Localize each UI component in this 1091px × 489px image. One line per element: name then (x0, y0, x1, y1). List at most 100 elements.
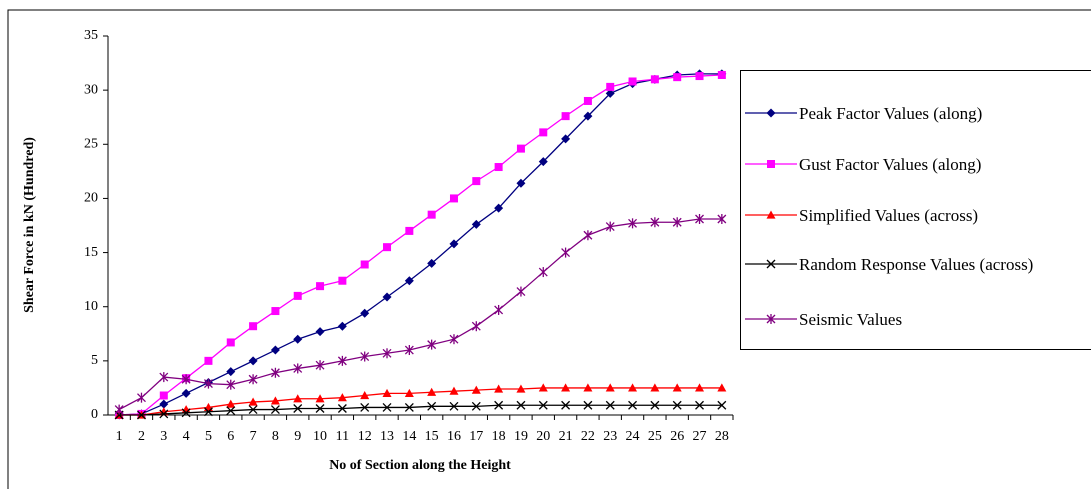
marker (695, 383, 705, 392)
marker (159, 372, 169, 383)
x-tick-label: 23 (603, 429, 617, 444)
marker (427, 387, 437, 396)
marker (583, 383, 593, 392)
x-tick-label: 16 (447, 429, 461, 444)
marker (404, 345, 414, 356)
marker (650, 75, 659, 84)
legend-swatch (745, 210, 797, 219)
marker (471, 385, 481, 394)
marker (717, 383, 727, 392)
marker (650, 400, 660, 410)
marker (226, 367, 236, 377)
marker (766, 108, 776, 118)
marker-stroke (427, 401, 437, 411)
marker (315, 394, 325, 403)
marker (249, 322, 258, 331)
marker-stroke (583, 400, 593, 410)
series-line (119, 73, 722, 416)
marker (427, 401, 437, 411)
marker-stroke (605, 400, 615, 410)
x-tick-label: 8 (272, 429, 279, 444)
marker (605, 383, 615, 392)
marker (583, 230, 593, 241)
marker (248, 374, 258, 385)
marker (270, 396, 280, 405)
marker (628, 400, 638, 410)
marker-stroke (538, 400, 548, 410)
marker (449, 194, 458, 203)
marker (271, 307, 280, 316)
marker (766, 259, 776, 269)
marker (293, 291, 302, 300)
x-tick-label: 19 (514, 429, 528, 444)
marker-stroke (650, 400, 660, 410)
marker (203, 378, 213, 389)
x-tick-label: 21 (559, 429, 573, 444)
marker (137, 392, 146, 403)
legend-item: Seismic Values (741, 309, 1079, 330)
marker (427, 258, 437, 268)
marker (360, 391, 370, 400)
marker (315, 404, 325, 413)
marker (695, 214, 704, 225)
marker-stroke (270, 405, 280, 415)
x-tick-label: 11 (336, 429, 349, 444)
legend-item: Peak Factor Values (along) (741, 103, 1079, 124)
marker (449, 239, 459, 249)
y-axis-label: Shear Force in kN (Hundred) (22, 137, 37, 313)
legend-label: Simplified Values (across) (799, 206, 979, 225)
marker (226, 406, 236, 416)
marker (494, 203, 504, 213)
marker (383, 243, 392, 252)
marker (766, 314, 776, 324)
y-tick-label: 10 (84, 299, 98, 314)
marker-stroke (360, 402, 370, 412)
marker-stroke (516, 400, 526, 410)
marker (538, 157, 548, 167)
y-tick-label: 20 (84, 191, 98, 206)
x-tick-label: 9 (294, 429, 301, 444)
marker (405, 226, 414, 235)
marker-stroke (471, 401, 481, 411)
series-line (119, 74, 722, 416)
marker-stroke (717, 400, 727, 410)
marker (672, 217, 682, 228)
marker (516, 286, 526, 297)
marker (471, 219, 481, 229)
marker (404, 388, 414, 397)
marker (181, 408, 191, 418)
marker-stroke (337, 404, 347, 413)
x-tick-label: 20 (536, 429, 550, 444)
legend-swatch (745, 108, 797, 118)
x-tick-label: 27 (693, 429, 707, 444)
marker (159, 391, 168, 400)
marker (561, 400, 571, 410)
marker-stroke (766, 259, 776, 269)
x-tick-label: 13 (380, 429, 394, 444)
marker (382, 402, 392, 412)
marker (672, 383, 682, 392)
marker (270, 405, 280, 415)
marker (695, 72, 704, 81)
marker (203, 407, 213, 417)
legend-label: Random Response Values (across) (799, 255, 1034, 274)
legend-item: Simplified Values (across) (741, 205, 1079, 226)
marker (204, 356, 213, 365)
marker (538, 400, 548, 410)
marker (628, 218, 638, 229)
marker-stroke (159, 409, 169, 419)
marker (337, 321, 347, 331)
marker (538, 267, 548, 278)
marker (516, 400, 526, 410)
marker (270, 367, 280, 378)
marker (472, 177, 481, 186)
marker (315, 327, 325, 337)
marker (382, 292, 392, 302)
series-line (119, 404, 722, 416)
marker-stroke (293, 404, 303, 413)
y-tick-label: 25 (84, 137, 98, 152)
marker (293, 334, 303, 344)
marker-stroke (628, 400, 638, 410)
